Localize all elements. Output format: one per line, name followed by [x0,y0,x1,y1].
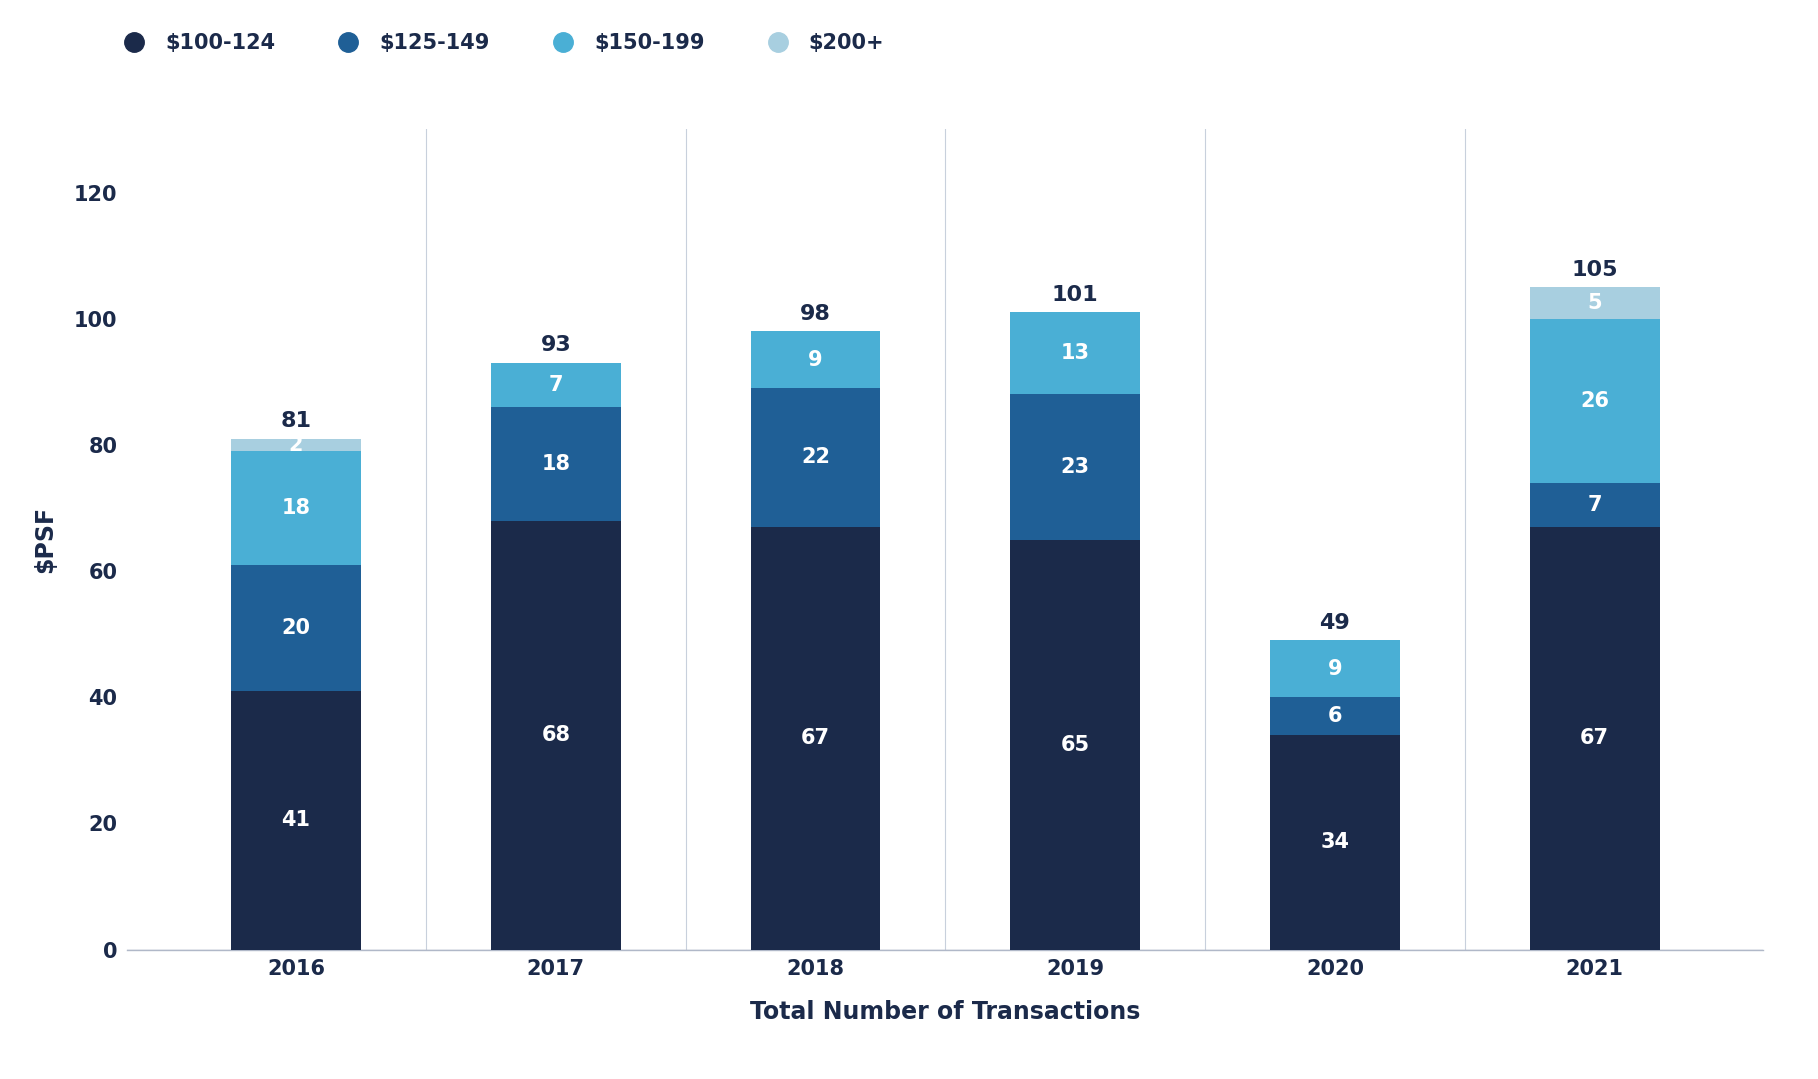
Bar [231,691,362,950]
Text: 105: 105 [1571,260,1618,279]
Bar [231,564,362,691]
Bar [1011,540,1140,950]
Text: 9: 9 [809,350,824,370]
Bar [1529,318,1660,482]
Bar [1011,395,1140,540]
Bar [751,331,880,388]
Text: 98: 98 [800,304,831,324]
Text: 41: 41 [282,810,311,830]
Bar [1529,287,1660,318]
Text: 2: 2 [289,435,304,455]
Text: 65: 65 [1060,735,1089,754]
Bar [491,520,620,950]
Bar [751,527,880,950]
Text: 7: 7 [549,375,564,395]
Text: 5: 5 [1587,293,1602,313]
Bar [1271,697,1400,735]
Text: 67: 67 [802,728,831,748]
Text: 101: 101 [1053,285,1098,305]
Y-axis label: $PSF: $PSF [33,506,58,573]
Text: 67: 67 [1580,728,1609,748]
Text: 49: 49 [1320,613,1351,633]
Text: 6: 6 [1327,706,1342,726]
Text: 93: 93 [540,336,571,355]
Text: 34: 34 [1320,832,1349,852]
Bar [491,407,620,520]
Text: 22: 22 [802,448,831,467]
Bar [751,388,880,527]
Text: 23: 23 [1060,457,1089,477]
Text: 18: 18 [282,498,311,518]
Bar [1529,482,1660,527]
X-axis label: Total Number of Transactions: Total Number of Transactions [751,1000,1140,1024]
Bar [491,363,620,407]
Bar [1529,527,1660,950]
Text: 18: 18 [542,454,571,474]
Text: 20: 20 [282,618,311,638]
Bar [1011,313,1140,395]
Bar [231,451,362,564]
Text: 68: 68 [542,725,571,745]
Text: 81: 81 [280,411,311,431]
Text: 7: 7 [1587,495,1602,515]
Bar [1271,735,1400,950]
Legend: $100-124, $125-149, $150-199, $200+: $100-124, $125-149, $150-199, $200+ [105,25,893,62]
Bar [231,438,362,451]
Text: 26: 26 [1580,391,1609,411]
Text: 13: 13 [1060,343,1089,364]
Bar [1271,641,1400,697]
Text: 9: 9 [1327,659,1342,679]
